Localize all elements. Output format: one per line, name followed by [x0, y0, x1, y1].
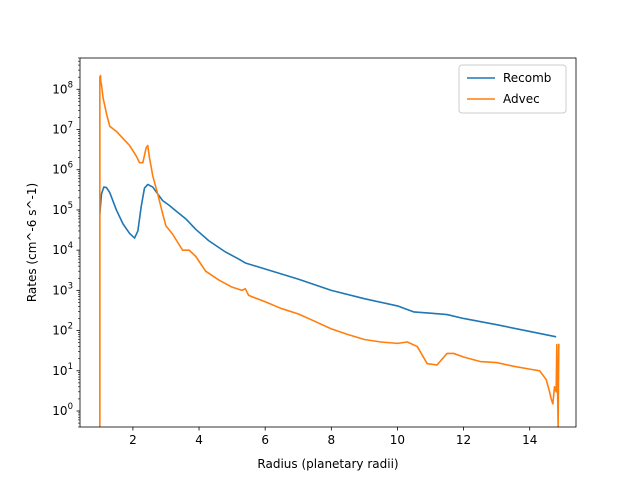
legend-box — [458, 64, 567, 114]
x-tick-label: 4 — [195, 433, 203, 447]
x-axis-label: Radius (planetary radii) — [257, 457, 398, 471]
y-axis-ticks: 100 101 102 103 104 105 106 107 108 — [52, 57, 80, 428]
x-tick-label: 10 — [390, 433, 405, 447]
y-tick-label: 100 — [52, 402, 73, 418]
y-tick-label: 103 — [52, 281, 73, 297]
series-line-advec — [99, 74, 560, 427]
x-tick-label: 6 — [261, 433, 269, 447]
y-tick-label: 102 — [52, 322, 73, 338]
x-tick-label: 2 — [129, 433, 137, 447]
plot-frame — [79, 57, 577, 428]
plot-area — [80, 58, 576, 427]
y-tick-label: 107 — [52, 121, 73, 137]
legend: Recomb Advec — [458, 64, 567, 114]
y-tick-label: 108 — [52, 80, 73, 96]
x-tick-label: 14 — [522, 433, 537, 447]
x-tick-label: 8 — [327, 433, 335, 447]
series-layer — [99, 74, 560, 427]
legend-label-advec: Advec — [503, 92, 540, 106]
y-tick-label: 101 — [52, 362, 73, 378]
y-tick-label: 106 — [52, 161, 73, 177]
legend-label-recomb: Recomb — [503, 71, 551, 85]
y-axis-label: Rates (cm^-6 s^-1) — [25, 183, 39, 302]
y-tick-label: 104 — [52, 241, 73, 257]
x-tick-label: 12 — [456, 433, 471, 447]
y-tick-label: 105 — [52, 201, 73, 217]
x-axis-ticks: 2 4 6 8 10 12 14 — [129, 427, 537, 447]
series-line-recomb — [99, 183, 557, 338]
